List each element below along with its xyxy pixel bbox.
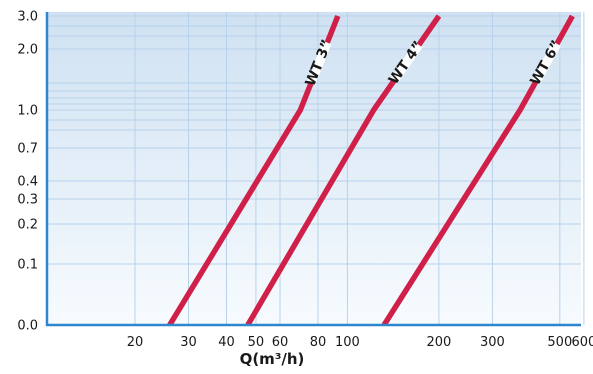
x-tick-label: 60 [272, 335, 289, 350]
x-tick-label: 200 [426, 335, 451, 350]
x-tick-label: 20 [127, 335, 144, 350]
y-tick-label: 2.0 [17, 43, 38, 58]
x-tick-label: 50 [248, 335, 265, 350]
y-tick-labels: 0.0 0.1 0.2 0.3 0.4 0.7 1.0 2.0 3.0 [17, 10, 38, 334]
x-tick-label: 600 [571, 335, 593, 350]
x-tick-label: 500 [547, 335, 572, 350]
x-tick-label: 40 [218, 335, 235, 350]
x-tick-label: 80 [310, 335, 327, 350]
x-tick-label: 100 [335, 335, 360, 350]
y-tick-label: 1.0 [17, 104, 38, 119]
y-tick-label: 0.7 [17, 142, 38, 157]
x-tick-label: 30 [180, 335, 197, 350]
axes [45, 12, 581, 327]
x-tick-label: 300 [480, 335, 505, 350]
y-tick-label: 0.0 [17, 319, 38, 334]
y-tick-label: 0.4 [17, 175, 38, 190]
series-label-gap [306, 40, 332, 86]
series-label-gap [531, 41, 561, 85]
x-axis-title: Q(m³/h) [240, 350, 305, 368]
y-tick-label: 0.2 [17, 218, 38, 233]
series-label-gap [390, 42, 423, 84]
y-tick-label: 0.1 [17, 258, 38, 273]
x-tick-labels: 20 30 40 50 60 80 100 200 300 500 600 [127, 335, 593, 350]
y-tick-label: 0.3 [17, 193, 38, 208]
y-tick-label: 3.0 [17, 10, 38, 25]
series-group [167, 14, 575, 325]
